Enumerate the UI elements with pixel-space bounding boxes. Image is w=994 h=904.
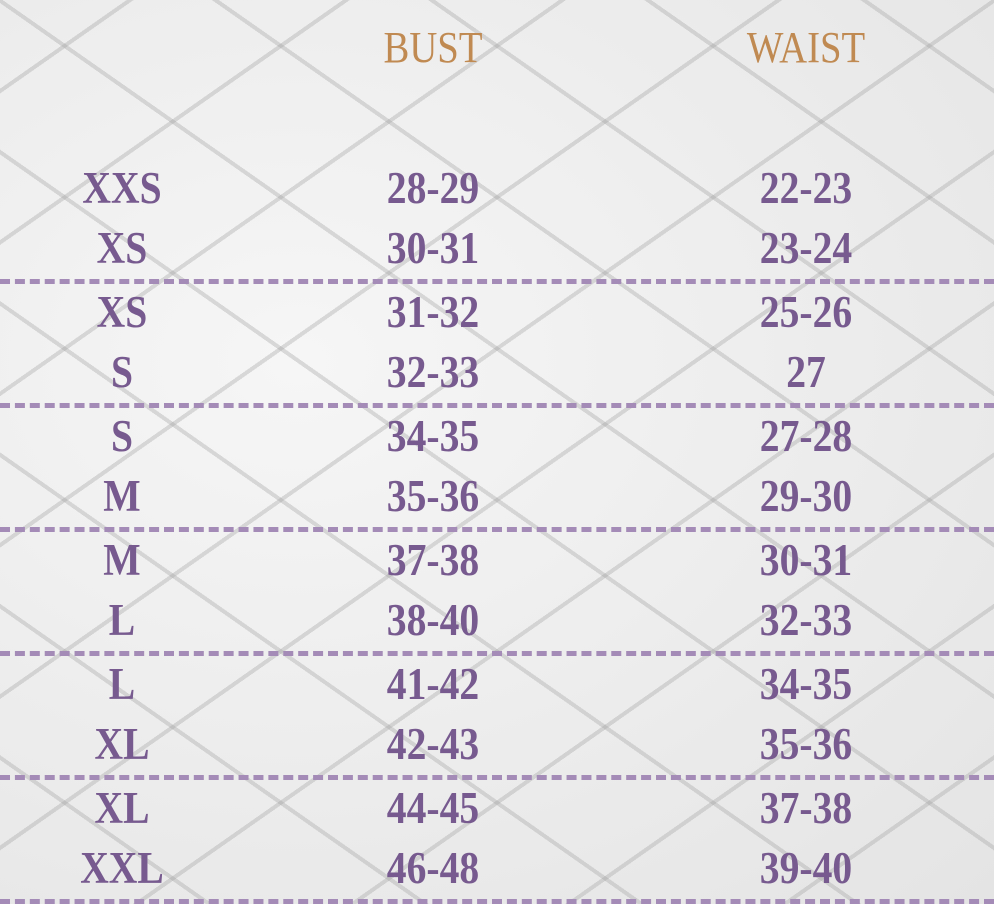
size-cell: M <box>103 471 141 521</box>
size-cell: XL <box>94 783 150 833</box>
bust-cell: 31-32 <box>386 287 480 337</box>
waist-cell: 22-23 <box>759 163 853 213</box>
size-cell: XS <box>96 223 148 273</box>
waist-cell: 27 <box>786 347 826 397</box>
size-cell: S <box>110 411 134 461</box>
bust-cell: 37-38 <box>386 535 480 585</box>
bust-cell: 34-35 <box>386 411 480 461</box>
size-cell: XL <box>94 719 150 769</box>
bust-cell: 30-31 <box>386 223 480 273</box>
waist-cell: 29-30 <box>759 471 853 521</box>
waist-cell: 27-28 <box>759 411 853 461</box>
waist-cell: 23-24 <box>759 223 853 273</box>
group-divider <box>0 899 994 904</box>
header-waist: WAIST <box>746 23 866 72</box>
header-bust: BUST <box>383 23 483 72</box>
group-divider <box>0 775 994 780</box>
group-divider <box>0 527 994 532</box>
bust-cell: 38-40 <box>386 595 480 645</box>
group-divider <box>0 403 994 408</box>
bust-cell: 46-48 <box>386 843 480 893</box>
waist-cell: 39-40 <box>759 843 853 893</box>
bust-cell: 32-33 <box>386 347 480 397</box>
bust-cell: 28-29 <box>386 163 480 213</box>
size-cell: XXS <box>82 163 162 213</box>
waist-cell: 25-26 <box>759 287 853 337</box>
bust-cell: 35-36 <box>386 471 480 521</box>
waist-cell: 32-33 <box>759 595 853 645</box>
waist-cell: 35-36 <box>759 719 853 769</box>
waist-cell: 37-38 <box>759 783 853 833</box>
waist-cell: 30-31 <box>759 535 853 585</box>
group-divider <box>0 279 994 284</box>
bust-cell: 41-42 <box>386 659 480 709</box>
waist-cell: 34-35 <box>759 659 853 709</box>
size-cell: S <box>110 347 134 397</box>
size-cell: M <box>103 535 141 585</box>
size-cell: XXL <box>80 843 164 893</box>
bust-cell: 44-45 <box>386 783 480 833</box>
size-cell: L <box>108 595 136 645</box>
group-divider <box>0 651 994 656</box>
size-cell: L <box>108 659 136 709</box>
size-cell: XS <box>96 287 148 337</box>
bust-cell: 42-43 <box>386 719 480 769</box>
